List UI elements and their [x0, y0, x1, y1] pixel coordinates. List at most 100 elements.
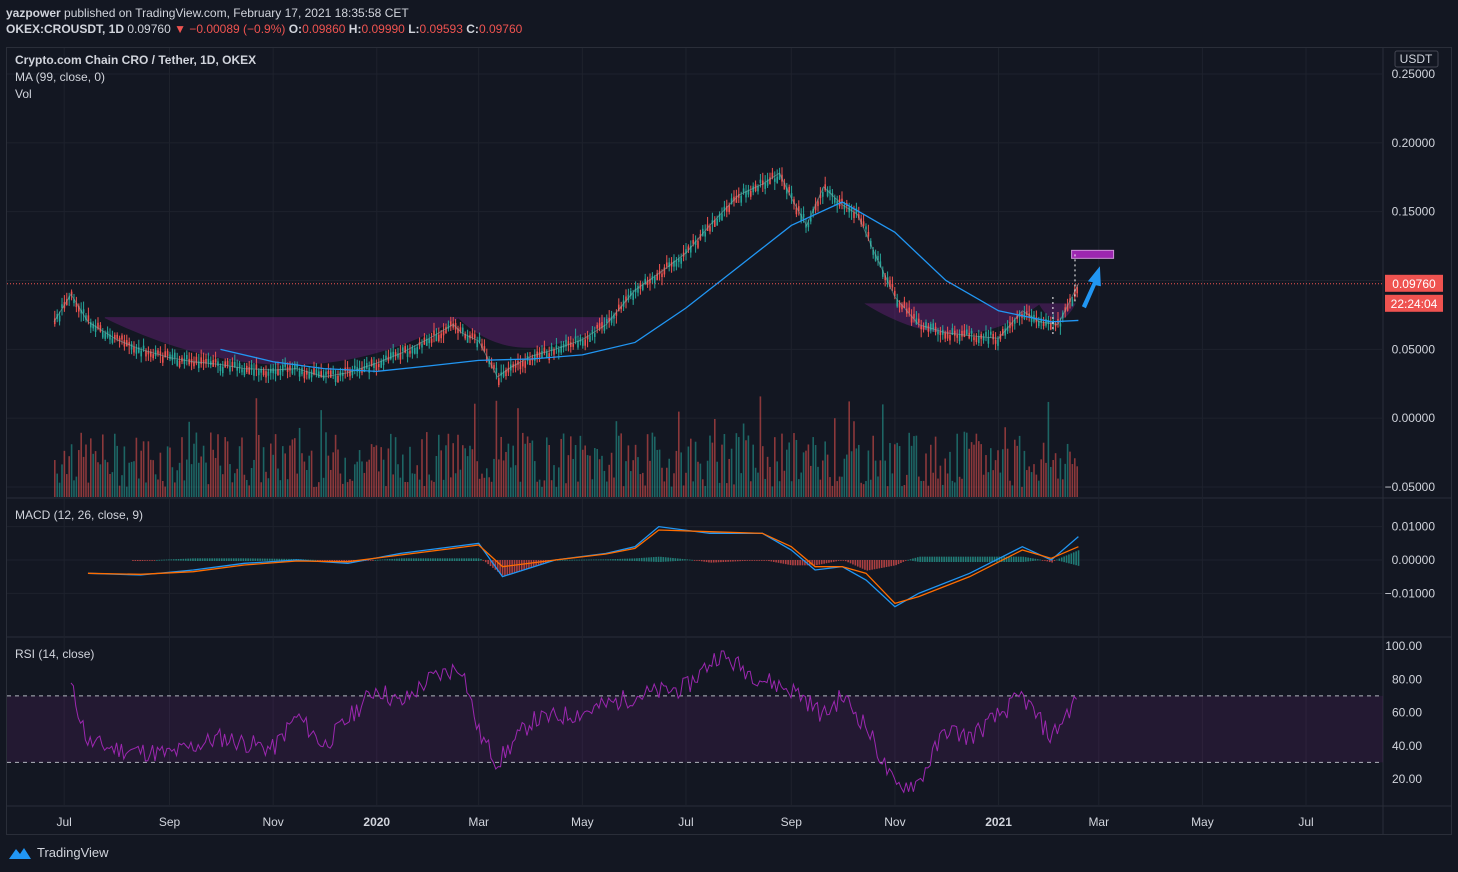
candle-body	[829, 189, 831, 194]
main-pane-title[interactable]: Crypto.com Chain CRO / Tether, 1D, OKEX	[15, 53, 257, 67]
tradingview-logo[interactable]: TradingView	[8, 845, 109, 860]
volume-bar	[253, 459, 255, 497]
macd-histogram-bar	[686, 559, 689, 561]
volume-bar	[639, 474, 642, 497]
macd-histogram-bar	[412, 558, 415, 561]
candle-body	[193, 361, 195, 367]
volume-bar	[409, 446, 411, 497]
candle-body	[728, 205, 730, 213]
candle-body	[459, 327, 462, 332]
candle-body	[771, 172, 774, 178]
macd-histogram-bar	[727, 560, 729, 562]
candle-body	[956, 334, 958, 338]
candle-body	[802, 213, 805, 218]
candle-body	[901, 304, 903, 310]
volume-bar	[843, 458, 846, 497]
candle-body	[82, 309, 85, 313]
volume-bar	[63, 450, 66, 497]
brand-name: TradingView	[37, 845, 109, 860]
macd-histogram-bar	[895, 560, 897, 566]
candle-body	[565, 339, 567, 347]
rsi-legend[interactable]: RSI (14, close)	[15, 647, 95, 661]
candle-body	[937, 331, 939, 335]
macd-histogram-bar	[796, 560, 799, 566]
macd-histogram-bar	[374, 559, 377, 561]
macd-histogram-bar	[316, 560, 319, 561]
candle-body	[341, 372, 344, 376]
candle-body	[279, 369, 282, 375]
macd-histogram-bar	[434, 558, 437, 561]
candle-body	[337, 375, 339, 383]
macd-histogram-bar	[460, 558, 463, 561]
volume-bar	[620, 433, 622, 497]
candle-body	[759, 179, 762, 183]
volume-bar	[473, 403, 476, 497]
macd-histogram-bar	[146, 560, 149, 561]
volume-bar	[733, 484, 735, 497]
macd-legend[interactable]: MACD (12, 26, close, 9)	[15, 508, 144, 522]
macd-histogram-bar	[609, 559, 612, 561]
volume-bar	[193, 443, 195, 497]
volume-bar	[608, 464, 610, 497]
volume-bar	[1028, 466, 1030, 497]
volume-bar	[903, 485, 906, 497]
volume-bar	[987, 472, 990, 497]
macd-histogram-bar	[228, 558, 230, 561]
candle-body	[1076, 287, 1078, 294]
volume-bar	[147, 441, 150, 497]
volume-bar	[507, 443, 510, 497]
volume-bar	[310, 450, 313, 497]
volume-bar	[164, 486, 166, 497]
macd-histogram-bar	[1015, 556, 1017, 562]
macd-histogram-bar	[974, 556, 977, 562]
candle-body	[118, 337, 121, 342]
candle-body	[140, 350, 142, 357]
vol-legend[interactable]: Vol	[15, 87, 32, 101]
macd-histogram-bar	[204, 558, 206, 561]
macd-histogram-bar	[616, 558, 619, 561]
macd-histogram-bar	[417, 558, 420, 561]
volume-bar	[1006, 448, 1009, 497]
candle-body	[733, 196, 735, 202]
volume-bar	[826, 454, 829, 497]
macd-histogram-bar	[847, 560, 849, 563]
candle-body	[939, 331, 942, 336]
candle-body	[401, 347, 404, 351]
macd-histogram-bar	[960, 556, 962, 562]
macd-histogram-bar	[1056, 559, 1058, 561]
volume-bar	[181, 437, 183, 497]
candle-body	[862, 221, 865, 226]
candle-body	[865, 226, 867, 230]
candle-body	[617, 304, 620, 311]
volume-bar	[591, 479, 594, 497]
macd-histogram-bar	[208, 558, 211, 561]
candle-body	[665, 262, 668, 267]
volume-bar	[140, 450, 142, 497]
ma-legend[interactable]: MA (99, close, 0)	[15, 70, 106, 84]
macd-histogram-bar	[976, 556, 979, 562]
volume-bar	[946, 473, 949, 497]
volume-bar	[461, 445, 464, 497]
volume-bar	[236, 468, 238, 497]
macd-histogram-bar	[458, 558, 461, 561]
macd-histogram-bar	[943, 556, 945, 562]
volume-bar	[934, 436, 937, 497]
candle-body	[135, 348, 138, 354]
high-label: H:	[348, 22, 362, 36]
macd-histogram-bar	[189, 558, 192, 561]
volume-bar	[795, 439, 798, 497]
volume-bar	[548, 445, 550, 497]
volume-bar	[1069, 451, 1071, 497]
author[interactable]: yazpower	[6, 6, 61, 20]
volume-bar	[166, 446, 169, 497]
candle-body	[147, 351, 150, 355]
candle-body	[61, 304, 63, 308]
volume-bar	[718, 482, 721, 497]
candle-body	[385, 355, 387, 360]
volume-bar	[538, 479, 541, 497]
macd-histogram-bar	[496, 560, 499, 572]
macd-histogram-bar	[734, 560, 737, 562]
candle-body	[649, 279, 651, 284]
macd-histogram-bar	[156, 559, 158, 561]
